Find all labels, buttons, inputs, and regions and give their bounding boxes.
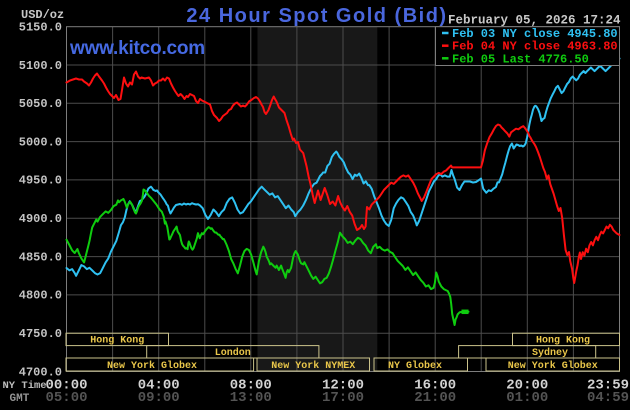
svg-text:5100.0: 5100.0 (19, 59, 62, 73)
svg-text:Hong Kong: Hong Kong (536, 335, 590, 346)
svg-text:24 Hour Spot Gold (Bid): 24 Hour Spot Gold (Bid) (186, 5, 447, 27)
svg-text:4900.0: 4900.0 (19, 212, 62, 226)
svg-text:New York NYMEX: New York NYMEX (271, 360, 355, 372)
svg-text:4800.0: 4800.0 (19, 289, 62, 303)
svg-text:NY Time: NY Time (3, 380, 47, 392)
svg-text:February 05, 2026 17:24: February 05, 2026 17:24 (448, 13, 621, 27)
svg-text:5050.0: 5050.0 (19, 97, 62, 111)
svg-text:4700.0: 4700.0 (19, 365, 62, 379)
svg-text:5000.0: 5000.0 (19, 135, 62, 149)
svg-text:16:00: 16:00 (414, 378, 456, 394)
svg-text:Feb 04 NY close 4963.80: Feb 04 NY close 4963.80 (452, 40, 618, 54)
svg-text:08:00: 08:00 (230, 378, 272, 394)
svg-text:12:00: 12:00 (322, 378, 364, 394)
svg-text:4750.0: 4750.0 (19, 327, 62, 341)
svg-text:01:00: 01:00 (506, 390, 548, 406)
svg-text:13:00: 13:00 (230, 390, 272, 406)
svg-text:05:00: 05:00 (45, 390, 87, 406)
svg-text:23:59: 23:59 (587, 378, 629, 394)
svg-text:04:59: 04:59 (587, 390, 629, 406)
svg-text:Feb 03 NY close 4945.80: Feb 03 NY close 4945.80 (452, 27, 618, 41)
svg-text:NY Globex: NY Globex (388, 360, 442, 372)
svg-text:New York Globex: New York Globex (107, 360, 197, 372)
svg-text:20:00: 20:00 (506, 378, 548, 394)
svg-text:Sydney: Sydney (532, 347, 568, 359)
svg-text:USD/oz: USD/oz (21, 8, 64, 22)
svg-text:www.kitco.com: www.kitco.com (69, 38, 205, 59)
svg-text:17:00: 17:00 (322, 390, 364, 406)
svg-text:09:00: 09:00 (138, 390, 180, 406)
svg-text:Feb 05 Last 4776.50: Feb 05 Last 4776.50 (452, 52, 589, 66)
svg-text:4850.0: 4850.0 (19, 250, 62, 264)
svg-text:GMT: GMT (10, 393, 30, 405)
svg-text:London: London (215, 347, 251, 359)
svg-text:New York Globex: New York Globex (508, 360, 598, 372)
svg-text:4950.0: 4950.0 (19, 174, 62, 188)
svg-text:Hong Kong: Hong Kong (90, 335, 144, 346)
svg-text:5150.0: 5150.0 (19, 21, 62, 35)
svg-text:04:00: 04:00 (138, 378, 180, 394)
svg-text:00:00: 00:00 (45, 378, 87, 394)
svg-text:21:00: 21:00 (414, 390, 456, 406)
